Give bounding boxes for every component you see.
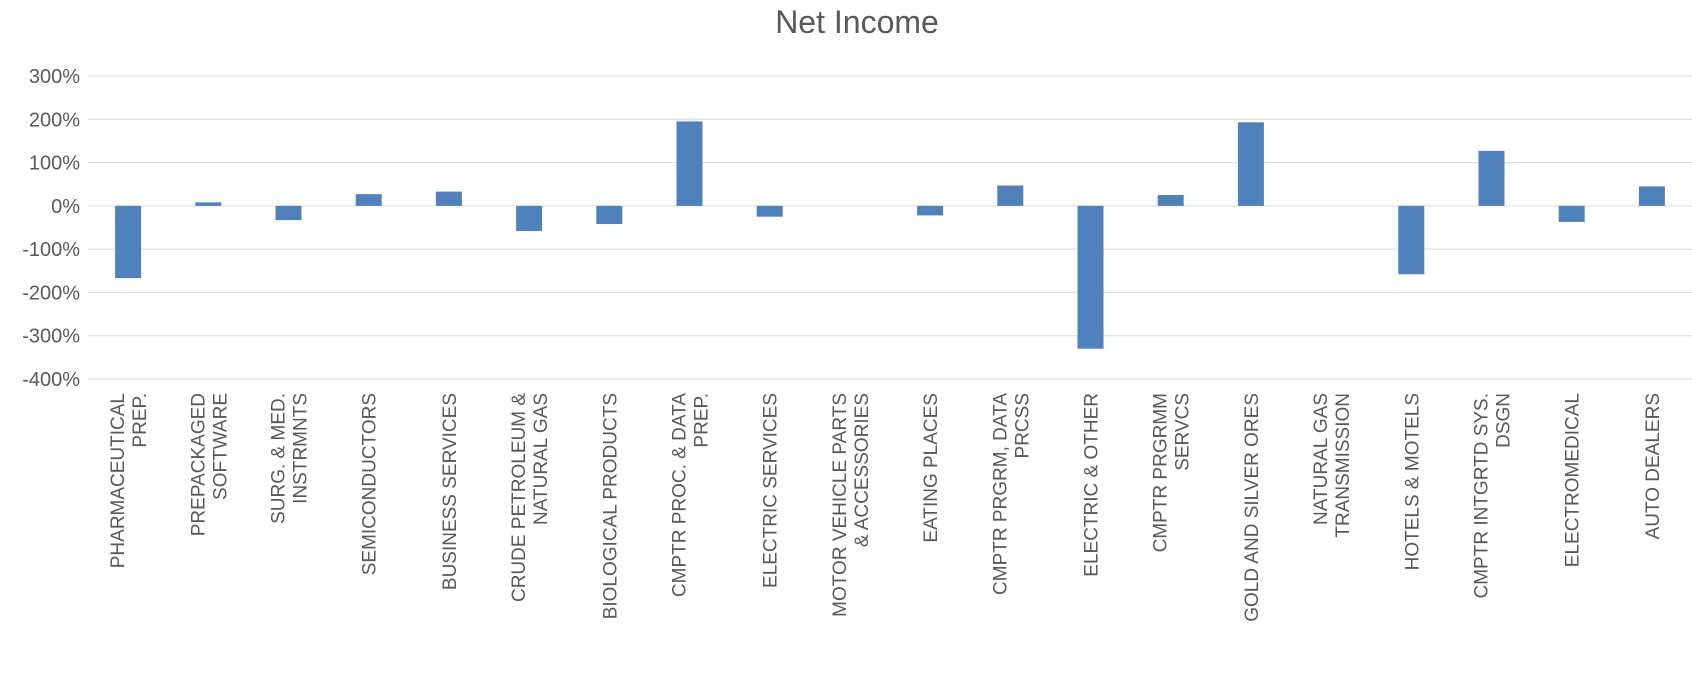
x-tick-label: AUTO DEALERS <box>1643 393 1664 539</box>
bar <box>516 205 543 231</box>
bar <box>195 202 222 206</box>
bar <box>115 205 142 279</box>
y-tick-label: 200% <box>29 109 80 131</box>
x-tick-label: PREPACKAGEDSOFTWARE <box>188 393 231 536</box>
bar <box>1237 122 1264 206</box>
bar <box>676 121 703 206</box>
bar <box>596 205 623 225</box>
x-tick-label: MOTOR VEHICLE PARTS& ACCESSORIES <box>830 393 873 617</box>
x-tick-label: CMPTR INTGRTD SYS.DSGN <box>1472 393 1515 599</box>
x-tick-label: SEMICONDUCTORS <box>360 393 381 575</box>
x-tick-label: CMPTR PRGRM, DATAPRCSS <box>990 393 1033 595</box>
x-tick-label: EATING PLACES <box>921 393 942 543</box>
y-tick-label: 100% <box>29 153 80 175</box>
x-tick-label: HOTELS & MOTELS <box>1402 393 1423 570</box>
bar <box>1398 205 1425 275</box>
bars <box>115 121 1665 349</box>
gridlines <box>88 75 1692 380</box>
bar <box>1478 150 1505 206</box>
y-tick-label: -300% <box>22 326 80 348</box>
bar <box>917 205 944 216</box>
x-tick-label: PHARMACEUTICALPREP. <box>108 393 151 568</box>
bar <box>275 205 302 221</box>
x-axis-ticks: PHARMACEUTICALPREP. PREPACKAGEDSOFTWARE SU… <box>108 393 1664 622</box>
x-tick-label: CMPTR PRGRMMSERVCS <box>1151 393 1194 552</box>
y-tick-label: -200% <box>22 282 80 304</box>
x-tick-label: BUSINESS SERVICES <box>440 393 461 590</box>
x-tick-label: ELECTRIC SERVICES <box>761 393 782 588</box>
bar <box>1077 205 1104 349</box>
x-tick-label: GOLD AND SILVER ORES <box>1242 393 1263 622</box>
y-tick-label: -100% <box>22 239 80 261</box>
x-tick-label: CRUDE PETROLEUM &NATURAL GAS <box>509 393 552 602</box>
y-tick-label: 0% <box>51 196 80 218</box>
bar <box>756 205 783 217</box>
x-tick-label: ELECTROMEDICAL <box>1563 393 1584 567</box>
chart-title: Net Income <box>775 4 939 40</box>
bar <box>997 185 1024 206</box>
x-tick-label: ELECTRIC & OTHER <box>1082 393 1103 577</box>
bar <box>1157 195 1184 206</box>
y-axis-ticks: 300% 200% 100% 0% -100% -200% -300% -400% <box>22 66 80 391</box>
bar <box>435 191 462 206</box>
y-tick-label: 300% <box>29 66 80 88</box>
x-tick-label: SURG. & MED.INSTRMNTS <box>269 393 312 524</box>
x-tick-label: CMPTR PROC. & DATAPREP. <box>670 393 713 597</box>
bar <box>1638 186 1665 206</box>
x-tick-label: BIOLOGICAL PRODUCTS <box>600 393 621 619</box>
bar <box>355 194 382 206</box>
bar <box>1558 205 1585 222</box>
x-tick-label: NATURAL GASTRANSMISSION <box>1311 393 1354 538</box>
y-tick-label: -400% <box>22 369 80 391</box>
